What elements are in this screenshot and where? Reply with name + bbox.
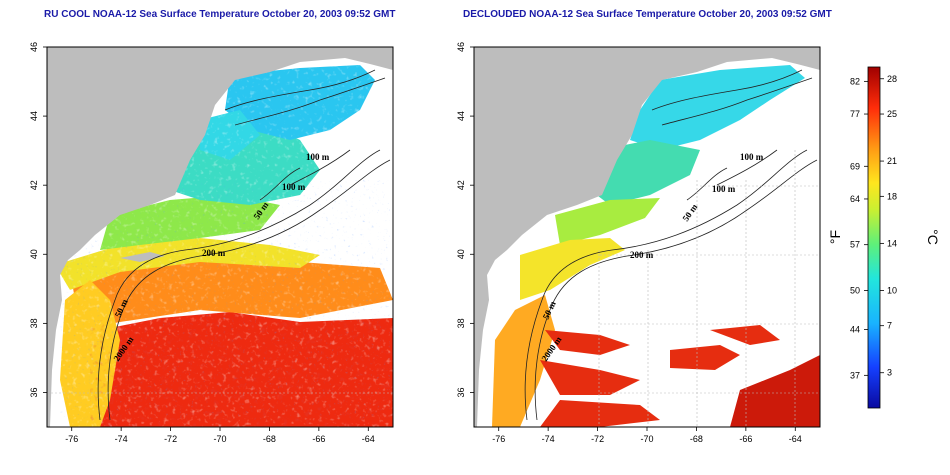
left-axes: -76 -74 -72 -70 -68 -66 -64 36 38 40 42 44 46 — [29, 42, 375, 444]
fahrenheit-tick-label: 77 — [850, 109, 860, 119]
lat-tick-label: 38 — [29, 318, 39, 328]
right-panel-title: DECLOUDED NOAA-12 Sea Surface Temperatur… — [463, 9, 832, 20]
lon-tick-label: -64 — [789, 434, 802, 444]
celsius-tick-label: 18 — [887, 191, 897, 201]
right-map-panel: 100 m 100 m 50 m 200 m 50 m 2000 m -76 -7… — [456, 42, 821, 444]
fahrenheit-tick-label: 50 — [850, 285, 860, 295]
colorbar-ticks: 28 25 21 18 14 10 7 3 82 77 69 64 57 50 44 37 — [850, 74, 897, 381]
lon-tick-label: -72 — [164, 434, 177, 444]
right-sst-green — [555, 198, 660, 245]
celsius-unit-label: °C — [925, 229, 941, 245]
right-sst-orange-shelf — [492, 295, 555, 427]
left-panel-title: RU COOL NOAA-12 Sea Surface Temperature … — [44, 9, 396, 20]
lat-tick-label: 36 — [456, 387, 466, 397]
celsius-tick-label: 10 — [887, 285, 897, 295]
right-sst-red-plumes — [540, 325, 780, 427]
right-bathymetry-contours — [524, 69, 818, 421]
lat-tick-label: 46 — [29, 42, 39, 52]
lat-tick-label: 42 — [456, 180, 466, 190]
lon-tick-label: -72 — [591, 434, 604, 444]
fahrenheit-tick-label: 64 — [850, 194, 860, 204]
left-contour-label: 100 m — [282, 182, 306, 192]
lat-tick-label: 40 — [29, 249, 39, 259]
right-sst-cyan-north — [630, 65, 805, 150]
right-contour-label: 100 m — [712, 184, 736, 194]
lat-tick-label: 38 — [456, 318, 466, 328]
celsius-tick-label: 28 — [887, 74, 897, 84]
celsius-tick-label: 7 — [887, 321, 892, 331]
lat-tick-label: 46 — [456, 42, 466, 52]
right-sst-red-southeast — [730, 355, 820, 427]
right-grid — [598, 150, 820, 427]
lon-tick-label: -66 — [739, 434, 752, 444]
celsius-tick-label: 21 — [887, 156, 897, 166]
celsius-tick-label: 3 — [887, 368, 892, 378]
right-contour-label: 200 m — [630, 250, 654, 260]
lat-tick-label: 36 — [29, 387, 39, 397]
fahrenheit-tick-label: 44 — [850, 325, 860, 335]
left-contour-label: 100 m — [306, 152, 330, 162]
lon-tick-label: -64 — [362, 434, 375, 444]
lat-tick-label: 42 — [29, 180, 39, 190]
colorbar: 28 25 21 18 14 10 7 3 82 77 69 64 57 50 44 37 °F °C — [827, 66, 941, 409]
right-land — [474, 47, 820, 427]
lon-tick-label: -76 — [492, 434, 505, 444]
right-sst-yellow — [520, 238, 625, 300]
fahrenheit-tick-label: 82 — [850, 76, 860, 86]
lon-tick-label: -68 — [263, 434, 276, 444]
lon-tick-label: -76 — [65, 434, 78, 444]
left-contour-label: 200 m — [202, 248, 226, 258]
right-contour-label: 100 m — [740, 152, 764, 162]
celsius-tick-label: 14 — [887, 238, 897, 248]
celsius-tick-label: 25 — [887, 109, 897, 119]
lat-tick-label: 44 — [456, 111, 466, 121]
lon-tick-label: -70 — [213, 434, 226, 444]
left-bathymetry-contours — [97, 69, 391, 421]
lat-tick-label: 44 — [29, 111, 39, 121]
left-map-panel: 100 m 100 m 50 m 200 m 50 m 2000 m -76 -7… — [29, 42, 394, 444]
fahrenheit-unit-label: °F — [827, 230, 843, 244]
right-axes: -76 -74 -72 -70 -68 -66 -64 36 38 40 42 44 46 — [456, 42, 802, 444]
lon-tick-label: -68 — [690, 434, 703, 444]
lon-tick-label: -66 — [312, 434, 325, 444]
colorbar-gradient — [867, 66, 881, 409]
lon-tick-label: -70 — [640, 434, 653, 444]
lon-tick-label: -74 — [542, 434, 555, 444]
left-land — [47, 47, 393, 427]
lat-tick-label: 40 — [456, 249, 466, 259]
left-warm-speckle — [90, 320, 393, 427]
fahrenheit-tick-label: 69 — [850, 161, 860, 171]
fahrenheit-tick-label: 37 — [850, 370, 860, 380]
lon-tick-label: -74 — [115, 434, 128, 444]
fahrenheit-tick-label: 57 — [850, 240, 860, 250]
